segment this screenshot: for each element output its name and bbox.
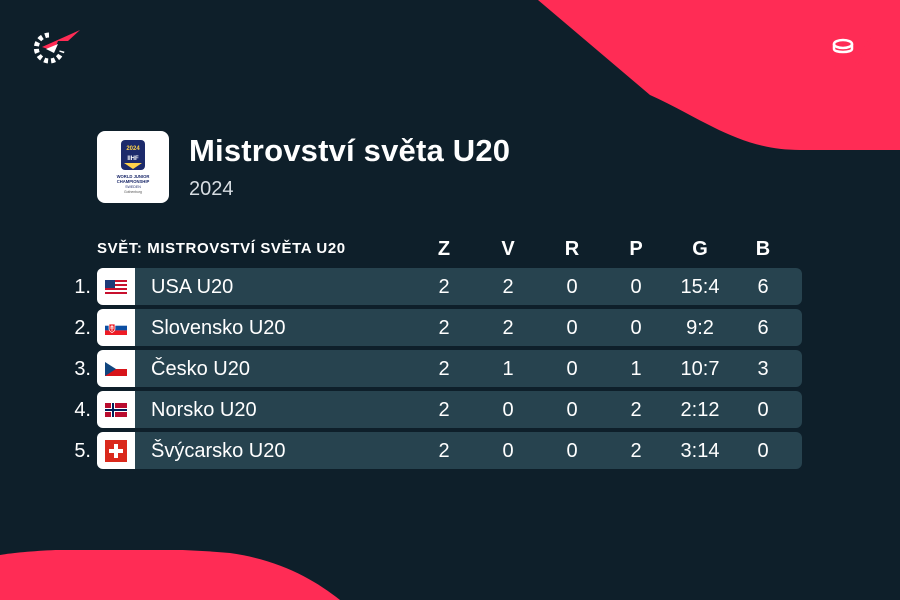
cell-g: 3:14	[680, 440, 720, 462]
flag-box	[97, 309, 135, 346]
team-rank: 4.	[74, 399, 91, 421]
accent-shape-top-right	[538, 0, 900, 150]
cell-r: 0	[566, 440, 578, 462]
svg-text:SWEDEN: SWEDEN	[125, 185, 141, 189]
norway-flag-icon	[105, 402, 127, 417]
standings-header: SVĚT: MISTROVSTVÍ SVĚTA U20 Z V R P G B	[97, 238, 802, 262]
team-name[interactable]: Česko U20	[151, 358, 250, 380]
cell-p: 1	[630, 358, 642, 380]
cell-b: 0	[757, 440, 769, 462]
cell-b: 0	[757, 399, 769, 421]
cell-p: 2	[630, 399, 642, 421]
flag-box	[97, 268, 135, 305]
team-name[interactable]: Slovensko U20	[151, 317, 286, 339]
svg-text:Gothenburg: Gothenburg	[124, 190, 142, 194]
svg-text:WORLD JUNIOR: WORLD JUNIOR	[117, 174, 150, 179]
cell-v: 2	[502, 317, 514, 339]
svg-text:2024: 2024	[126, 146, 140, 152]
iihf-world-junior-championship-logo-icon: 2024 IIHF WORLD JUNIOR CHAMPIONSHIP SWED…	[117, 140, 150, 194]
cell-g: 2:12	[680, 399, 720, 421]
column-header-p[interactable]: P	[629, 238, 643, 260]
team-rank: 3.	[74, 358, 91, 380]
team-name[interactable]: Norsko U20	[151, 399, 257, 421]
cell-r: 0	[566, 399, 578, 421]
switzerland-flag-icon	[105, 439, 127, 462]
cell-b: 6	[757, 276, 769, 298]
cell-b: 3	[757, 358, 769, 380]
cell-v: 0	[502, 399, 514, 421]
team-rank: 2.	[74, 317, 91, 339]
usa-flag-icon	[105, 279, 127, 294]
cell-p: 0	[630, 276, 642, 298]
cell-g: 9:2	[686, 317, 714, 339]
column-header-v[interactable]: V	[501, 238, 515, 260]
table-row[interactable]: 4. Norsko U20 2 0 0 2 2:12 0	[74, 391, 802, 428]
svg-text:CHAMPIONSHIP: CHAMPIONSHIP	[117, 179, 150, 184]
league-title: Mistrovství světa U20	[189, 133, 511, 168]
team-rank: 1.	[74, 276, 91, 298]
flag-box	[97, 350, 135, 387]
table-row[interactable]: 1. USA U20 2 2 0 0 15:4 6	[74, 268, 802, 305]
column-header-r[interactable]: R	[564, 238, 580, 260]
cell-v: 1	[502, 358, 514, 380]
cell-v: 0	[502, 440, 514, 462]
team-name[interactable]: USA U20	[151, 276, 234, 298]
flag-box	[97, 432, 135, 469]
cell-z: 2	[438, 317, 450, 339]
column-header-g[interactable]: G	[692, 238, 708, 260]
flag-box	[97, 391, 135, 428]
ice-hockey-icon[interactable]	[830, 36, 872, 70]
group-label: SVĚT: MISTROVSTVÍ SVĚTA U20	[97, 240, 346, 257]
cell-p: 2	[630, 440, 642, 462]
table-row[interactable]: 5. Švýcarsko U20 2 0 0 2 3:14 0	[74, 432, 802, 469]
cell-z: 2	[438, 276, 450, 298]
cell-r: 0	[566, 317, 578, 339]
slovakia-flag-icon	[105, 320, 127, 335]
cell-p: 0	[630, 317, 642, 339]
cell-g: 15:4	[680, 276, 720, 298]
cell-r: 0	[566, 358, 578, 380]
cell-z: 2	[438, 358, 450, 380]
czechia-flag-icon	[105, 361, 127, 376]
table-row[interactable]: 3. Česko U20 2 1 0 1 10:7 3	[74, 350, 802, 387]
cell-b: 6	[757, 317, 769, 339]
svg-text:IIHF: IIHF	[127, 156, 139, 162]
cell-z: 2	[438, 440, 450, 462]
league-logo: 2024 IIHF WORLD JUNIOR CHAMPIONSHIP SWED…	[97, 131, 169, 203]
column-header-z[interactable]: Z	[437, 238, 451, 260]
table-row[interactable]: 2. Slovensko U20 2 2 0 0 9:2 6	[74, 309, 802, 346]
league-season: 2024	[189, 178, 234, 200]
cell-g: 10:7	[680, 358, 720, 380]
cell-v: 2	[502, 276, 514, 298]
team-name[interactable]: Švýcarsko U20	[151, 440, 286, 462]
cell-r: 0	[566, 276, 578, 298]
column-header-b[interactable]: B	[755, 238, 771, 260]
accent-shape-bottom-left	[0, 550, 340, 600]
flashscore-logo-icon[interactable]	[28, 27, 82, 69]
team-rank: 5.	[74, 440, 91, 462]
cell-z: 2	[438, 399, 450, 421]
